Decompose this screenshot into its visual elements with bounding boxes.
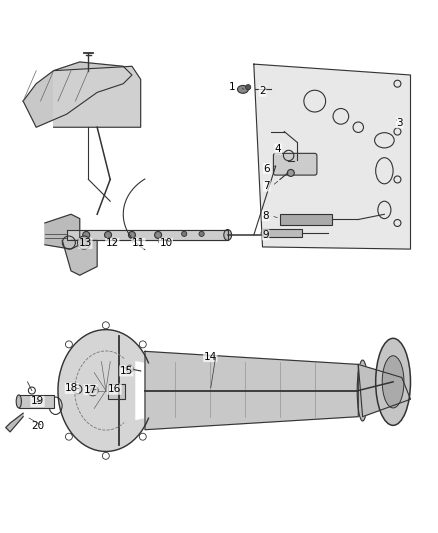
Polygon shape <box>53 66 141 127</box>
Text: 18: 18 <box>65 383 78 393</box>
Text: 12: 12 <box>106 238 119 248</box>
Text: 20: 20 <box>31 421 44 431</box>
Text: 4: 4 <box>275 144 282 154</box>
Circle shape <box>128 231 135 238</box>
Ellipse shape <box>382 356 404 408</box>
Ellipse shape <box>224 230 232 240</box>
Polygon shape <box>358 365 410 417</box>
Text: 1: 1 <box>229 82 235 92</box>
Ellipse shape <box>16 395 21 408</box>
Text: 2: 2 <box>259 86 266 96</box>
Polygon shape <box>58 329 148 451</box>
Text: 13: 13 <box>79 238 92 248</box>
Text: 15: 15 <box>120 366 133 376</box>
Text: 17: 17 <box>84 385 97 394</box>
Polygon shape <box>254 64 410 249</box>
Circle shape <box>246 85 251 90</box>
Ellipse shape <box>357 360 368 421</box>
Text: 10: 10 <box>159 238 173 248</box>
Circle shape <box>155 231 162 238</box>
FancyBboxPatch shape <box>273 154 317 175</box>
Polygon shape <box>62 240 97 275</box>
Circle shape <box>199 231 204 237</box>
Text: 16: 16 <box>108 384 121 394</box>
Text: 6: 6 <box>264 164 270 174</box>
Text: 7: 7 <box>264 181 270 191</box>
Polygon shape <box>145 351 358 430</box>
Bar <box>280 214 332 225</box>
Text: 9: 9 <box>262 230 269 240</box>
Circle shape <box>105 231 112 238</box>
Ellipse shape <box>237 85 248 93</box>
Circle shape <box>83 231 90 238</box>
Text: 11: 11 <box>132 238 145 248</box>
Circle shape <box>88 385 98 396</box>
Bar <box>262 229 302 237</box>
Circle shape <box>78 236 91 249</box>
Polygon shape <box>67 230 228 240</box>
Bar <box>19 395 53 408</box>
Circle shape <box>182 231 187 237</box>
Polygon shape <box>6 413 23 432</box>
Circle shape <box>287 169 294 176</box>
Polygon shape <box>45 214 80 249</box>
Polygon shape <box>23 62 132 127</box>
Circle shape <box>91 389 95 393</box>
Text: 3: 3 <box>396 118 403 128</box>
Text: 14: 14 <box>204 352 217 361</box>
Text: 8: 8 <box>262 211 269 221</box>
Ellipse shape <box>376 338 410 425</box>
Text: 19: 19 <box>31 397 44 407</box>
Bar <box>108 384 125 399</box>
Circle shape <box>81 239 88 246</box>
